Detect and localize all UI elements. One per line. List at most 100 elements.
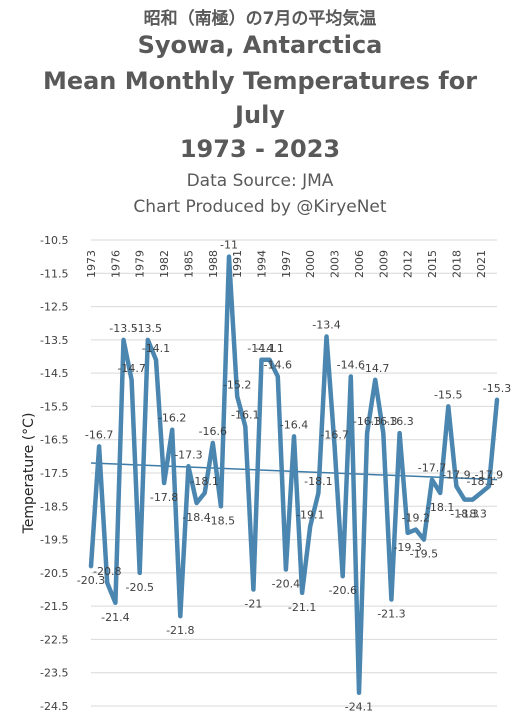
- y-tick-label: -19.5: [40, 534, 68, 547]
- data-label: -19.3: [393, 541, 421, 554]
- data-point: [422, 538, 426, 542]
- data-label: -20.8: [93, 565, 121, 578]
- data-label: -17.7: [418, 462, 446, 475]
- data-label: -20.4: [272, 578, 300, 591]
- data-label: -18.5: [207, 514, 235, 527]
- data-point: [381, 431, 385, 435]
- data-label: -14.1: [255, 342, 283, 355]
- x-tick-label: 1994: [256, 250, 269, 278]
- data-label: -16.6: [199, 425, 227, 438]
- data-point: [349, 374, 353, 378]
- data-label: -17.9: [475, 468, 503, 481]
- x-tick-label: 2009: [377, 250, 390, 278]
- data-point: [414, 528, 418, 532]
- data-point: [162, 481, 166, 485]
- data-point: [268, 358, 272, 362]
- data-label: -21.1: [288, 601, 316, 614]
- data-point: [454, 484, 458, 488]
- data-point: [235, 394, 239, 398]
- y-tick-label: -14.5: [40, 367, 68, 380]
- data-point: [121, 338, 125, 342]
- x-tick-label: 2006: [353, 250, 366, 278]
- data-label: -18.3: [458, 508, 486, 521]
- y-tick-label: -21.5: [40, 600, 68, 613]
- data-point: [138, 571, 142, 575]
- data-point: [495, 398, 499, 402]
- data-label: -16.4: [280, 418, 308, 431]
- data-point: [438, 491, 442, 495]
- data-label: -19.2: [402, 512, 430, 525]
- data-label: -14.7: [361, 362, 389, 375]
- data-label: -18.1: [426, 501, 454, 514]
- x-tick-label: 1979: [134, 250, 147, 278]
- chart-title-japanese: 昭和（南極）の7月の平均気温: [143, 9, 377, 29]
- y-tick-label: -16.5: [40, 434, 68, 447]
- data-point: [471, 498, 475, 502]
- data-label: -17.3: [174, 448, 202, 461]
- data-point: [324, 335, 328, 339]
- data-point: [97, 444, 101, 448]
- x-tick-label: 1985: [182, 250, 195, 278]
- x-tick-label: 1982: [158, 250, 171, 278]
- data-label: -18.1: [467, 475, 495, 488]
- data-label: -15.2: [223, 378, 251, 391]
- y-tick-label: -15.5: [40, 400, 68, 413]
- data-point: [170, 428, 174, 432]
- data-point: [146, 338, 150, 342]
- data-point: [130, 378, 134, 382]
- data-point: [227, 255, 231, 259]
- data-label: -15.5: [434, 388, 462, 401]
- data-point: [333, 444, 337, 448]
- data-label: -17.9: [442, 468, 470, 481]
- x-tick-label: 2003: [329, 250, 342, 278]
- chart-credit: Chart Produced by @KiryeNet: [133, 197, 387, 217]
- data-label: -18.3: [450, 508, 478, 521]
- data-label: -17.8: [150, 491, 178, 504]
- data-label: -13.5: [134, 322, 162, 335]
- data-label: -16.1: [231, 408, 259, 421]
- data-point: [389, 597, 393, 601]
- x-tick-label: 1997: [280, 250, 293, 278]
- data-point: [398, 431, 402, 435]
- data-label: -16.3: [353, 415, 381, 428]
- data-point: [292, 434, 296, 438]
- data-point: [195, 501, 199, 505]
- data-point: [357, 691, 361, 695]
- x-tick-label: 1973: [85, 250, 98, 278]
- data-point: [260, 358, 264, 362]
- y-tick-label: -20.5: [40, 567, 68, 580]
- data-label: -16.2: [158, 412, 186, 425]
- data-label: -19.1: [296, 508, 324, 521]
- y-tick-label: -17.5: [40, 467, 68, 480]
- data-label: -21.3: [377, 607, 405, 620]
- y-tick-label: -10.5: [40, 234, 68, 247]
- data-point: [284, 568, 288, 572]
- data-point: [446, 404, 450, 408]
- data-label: -19.5: [410, 548, 438, 561]
- x-tick-label: 2015: [426, 250, 439, 278]
- data-point: [430, 478, 434, 482]
- data-point: [219, 504, 223, 508]
- data-source-note: Data Source: JMA: [186, 171, 334, 191]
- data-point: [203, 491, 207, 495]
- chart-title-line-1: Syowa, Antarctica: [137, 31, 383, 59]
- data-label: -14.6: [337, 358, 365, 371]
- data-point: [178, 614, 182, 618]
- data-label: -14.6: [264, 358, 292, 371]
- data-label: -24.1: [345, 701, 373, 714]
- data-point: [154, 358, 158, 362]
- y-tick-label: -18.5: [40, 500, 68, 513]
- y-tick-label: -22.5: [40, 633, 68, 646]
- data-label: -13.4: [312, 319, 340, 332]
- data-label: -16.7: [320, 428, 348, 441]
- data-label: -16.3: [369, 415, 397, 428]
- data-label: -16.3: [385, 415, 413, 428]
- data-label: -15.3: [483, 382, 511, 395]
- data-point: [341, 574, 345, 578]
- data-point: [113, 601, 117, 605]
- y-axis-title: Temperature (°C): [21, 413, 37, 535]
- data-label: -14.1: [247, 342, 275, 355]
- data-label: -21: [244, 598, 262, 611]
- data-label: -20.6: [328, 584, 356, 597]
- data-label: -14.1: [142, 342, 170, 355]
